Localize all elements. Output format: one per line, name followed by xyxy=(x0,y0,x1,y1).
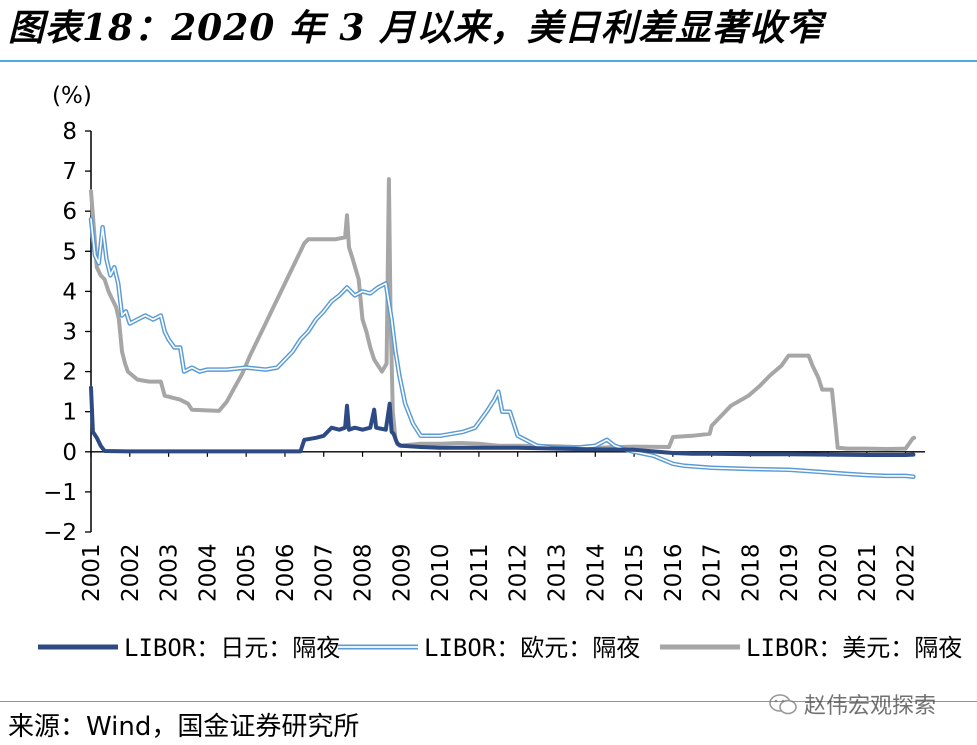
x-tick-label: 2003 xyxy=(157,543,183,602)
x-tick-label: 2015 xyxy=(622,543,648,602)
series-line-inner xyxy=(90,218,915,478)
y-tick-label: 2 xyxy=(62,360,77,386)
legend-item: LIBOR：欧元：隔夜 xyxy=(338,634,640,662)
series-line-outer xyxy=(88,216,916,479)
watermark: 赵伟宏观探索 xyxy=(768,684,936,724)
series-line xyxy=(89,177,917,451)
y-tick-label: −2 xyxy=(43,520,77,546)
x-tick-label: 2021 xyxy=(855,543,881,602)
x-axis: 2001 2002 2003 2004 2005 2006 2007 2008 2009 2010… xyxy=(79,451,925,602)
series-line-path xyxy=(89,385,916,457)
wechat-icon xyxy=(769,694,797,715)
x-tick-label: 2019 xyxy=(777,543,803,602)
y-tick-label: 8 xyxy=(62,119,77,145)
watermark-text: 赵伟宏观探索 xyxy=(804,694,937,719)
x-tick-label: 2010 xyxy=(428,543,454,602)
x-tick-label: 2014 xyxy=(583,543,609,602)
legend-item: LIBOR：美元：隔夜 xyxy=(660,634,962,662)
y-axis: 8 7 6 5 4 3 2 1 0 −1 −2 xyxy=(43,119,92,546)
series-line xyxy=(88,216,916,479)
legend-item: LIBOR：日元：隔夜 xyxy=(38,634,340,662)
series-line-path xyxy=(89,177,917,451)
y-tick-label: 4 xyxy=(62,279,77,305)
source-note: 来源：Wind，国金证券研究所 xyxy=(8,712,360,742)
y-tick-label: 5 xyxy=(62,239,77,265)
x-tick-label: 2011 xyxy=(467,543,493,602)
x-tick-label: 2018 xyxy=(738,543,764,602)
legend-label: LIBOR：欧元：隔夜 xyxy=(424,634,640,662)
series-layer xyxy=(88,177,917,479)
x-tick-label: 2008 xyxy=(351,543,377,602)
y-unit-label: (%) xyxy=(52,83,92,109)
x-tick-label: 2012 xyxy=(506,543,532,602)
y-tick-label: 7 xyxy=(62,159,77,185)
x-tick-label: 2013 xyxy=(544,543,570,602)
footer-divider xyxy=(0,701,977,702)
y-tick-label: 3 xyxy=(62,320,77,346)
legend-label: LIBOR：日元：隔夜 xyxy=(124,634,340,662)
page-title: 图表18：2020 年 3 月以来，美日利差显著收窄 xyxy=(8,7,823,49)
y-tick-label: −1 xyxy=(43,480,77,506)
x-tick-label: 2009 xyxy=(389,543,415,602)
series-line xyxy=(89,385,916,457)
x-tick-label: 2004 xyxy=(195,543,221,602)
y-tick-label: 6 xyxy=(62,199,77,225)
x-tick-label: 2017 xyxy=(700,543,726,602)
x-tick-label: 2022 xyxy=(894,543,920,602)
x-tick-label: 2006 xyxy=(273,543,299,602)
legend-label: LIBOR：美元：隔夜 xyxy=(746,634,962,662)
x-tick-label: 2001 xyxy=(79,543,105,602)
legend: LIBOR：日元：隔夜 LIBOR：欧元：隔夜 LIBOR：美元：隔夜 xyxy=(38,634,962,662)
y-tick-label: 1 xyxy=(62,400,77,426)
x-tick-label: 2007 xyxy=(312,543,338,602)
x-tick-label: 2002 xyxy=(118,543,144,602)
x-tick-label: 2020 xyxy=(816,543,842,602)
x-tick-label: 2005 xyxy=(234,543,260,602)
y-tick-label: 0 xyxy=(62,440,77,466)
title-divider xyxy=(0,60,977,62)
x-tick-label: 2016 xyxy=(661,543,687,602)
